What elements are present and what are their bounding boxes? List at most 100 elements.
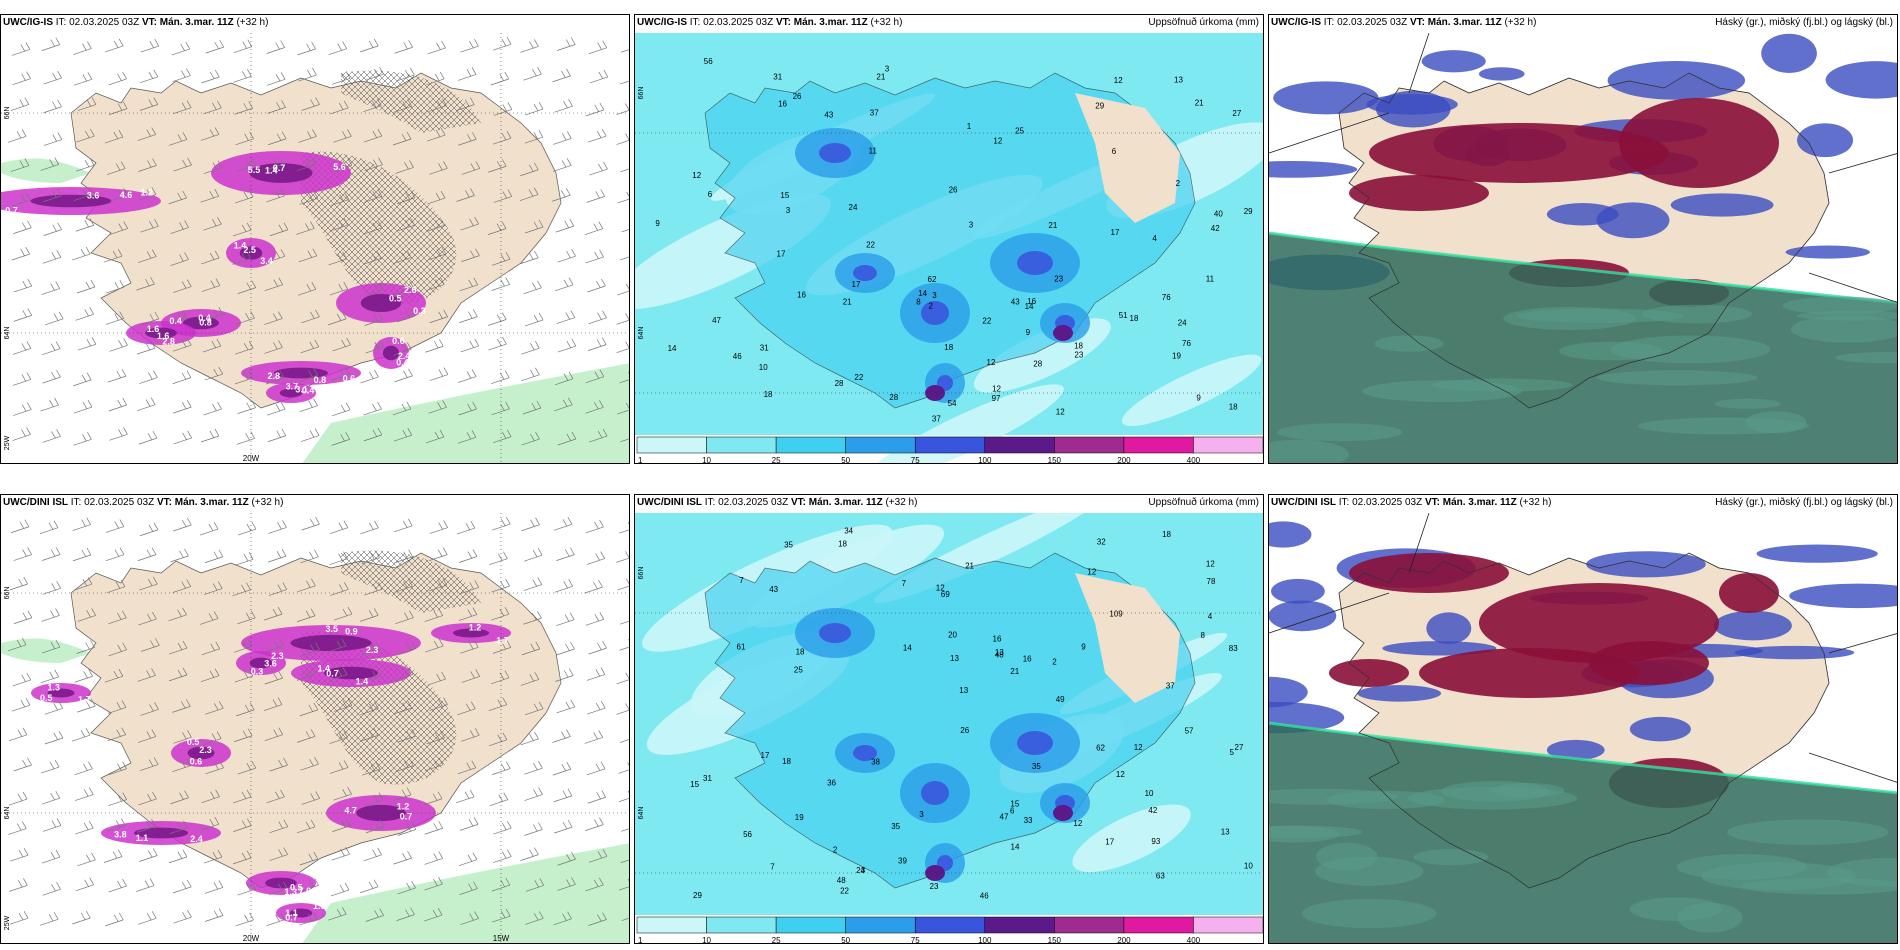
precip-value-label: 0.5 [389,294,402,304]
precip-value-label: 12 [992,384,1001,393]
precip-value-label: 20 [948,631,957,640]
precip-value-label: 51 [1119,311,1128,320]
precip-value-label: 10 [1145,789,1154,798]
precip-value-label: 78 [1207,577,1216,586]
init-time: IT: 02.03.2025 03Z [56,17,139,28]
latitude-label: 64N [638,327,645,340]
precip-value-label: 11 [869,146,878,155]
precip-value-label: 0.7 [285,912,298,922]
precip-value-label: 19 [795,813,804,822]
precip-value-label: 0.6 [190,757,203,767]
precip-value-label: 48 [995,651,1004,660]
cloud-map [1269,33,1898,464]
precip-value-label: 3.7 [286,382,299,392]
precip-value-label: 0.5 [187,737,200,747]
precip-value-label: 5.6 [333,162,346,172]
precip-value-label: 0.3 [251,667,264,677]
valid-time: Mán. 3.mar. 11Z [160,17,234,28]
precip-value-label: 37 [870,109,879,118]
latitude-label: 25W [4,435,11,450]
model-name: UWC/IG-IS [637,17,687,28]
precip-value-label: 47 [1000,812,1009,821]
colorbar-tick-label: 1 [638,456,643,464]
precip-value-label: 2.4 [190,834,203,844]
precip-value-label: 42 [1211,224,1220,233]
precip-value-label: 0.5 [40,693,53,703]
precip-value-label: 37 [932,414,941,423]
precip-value-label: 0.3 [413,306,426,316]
precip-value-label: 26 [960,726,969,735]
precip-value-label: 40 [1214,210,1223,219]
precip-value-label: 4.7 [344,806,357,816]
valid-time-label: VT: [142,17,157,28]
precip-value-label: 46 [980,891,989,900]
precip-value-label: 2.3 [199,745,212,755]
precip-value-label: 6 [1112,147,1117,156]
precip-value-label: 21 [965,561,974,570]
precip-value-label: 13 [950,654,959,663]
valid-time: Mán. 3.mar. 11Z [794,17,868,28]
precip-value-label: 8 [916,298,921,307]
precip-value-label: 62 [1096,744,1105,753]
colorbar-tick-label: 100 [978,936,992,944]
precip-value-label: 8 [1201,631,1206,640]
precip-value-label: 2 [1176,179,1181,188]
precip-value-label: 36 [827,779,836,788]
precip-value-label: 0.9 [345,627,358,637]
precip-value-label: 31 [760,344,769,353]
precip-map: 2629352724211820484637313412171813121347… [635,513,1264,944]
precip-value-label: 2 [929,302,934,311]
precip-value-label: 13 [1174,76,1183,85]
precip-value-label: 18 [1162,530,1171,539]
precip-value-label: 49 [1056,695,1065,704]
precip-value-label: 15 [780,191,789,200]
precip-value-label: 26 [793,92,802,101]
precip-colorbar: 1 10 25 50 75 100 150 200 400 [637,917,1263,944]
precip-value-label: 18 [782,757,791,766]
precip-value-label: 10 [1244,862,1253,871]
colorbar-tick-label: 200 [1117,456,1131,464]
precip-value-label: 21 [876,73,885,82]
precip-value-label: 14 [903,644,912,653]
precip-value-label: 13 [1221,828,1230,837]
precip-value-label: 12 [1134,743,1143,752]
precip-value-label: 1.2 [397,802,410,812]
precip-value-label: 9 [1196,393,1201,402]
panel-title: Háský (gr.), miðský (fj.bl.) og lágský (… [1715,17,1893,28]
precip-value-label: 18 [796,648,805,657]
precip-value-label: 35 [891,822,900,831]
precip-value-label: 17 [1111,228,1120,237]
precip-value-label: 23 [1074,350,1083,359]
precip-value-label: 17 [1105,837,1114,846]
lead-time: (+32 h) [251,497,283,508]
precip-value-label: 9 [655,219,660,228]
precip-value-label: 3 [932,291,937,300]
precip-value-label: 0.7 [400,812,413,822]
precip-value-label: 13 [959,686,968,695]
lead-time: (+32 h) [1519,497,1551,508]
precip-value-label: 12 [1114,76,1123,85]
init-time: IT: 02.03.2025 03Z [1324,17,1407,28]
valid-time-label: VT: [791,497,806,508]
precip-value-label: 18 [1074,342,1083,351]
precip-value-label: 12 [1087,568,1096,577]
precip-value-label: 1 [967,122,972,131]
precip-value-label: 2 [1052,657,1057,666]
precip-value-label: 35 [1032,762,1041,771]
precip-value-label: 16 [1023,655,1032,664]
precip-value-label: 4 [1208,612,1213,621]
lead-time: (+32 h) [870,17,902,28]
precip-value-label: 22 [854,373,863,382]
precip-value-label: 1.4 [356,677,369,687]
model-name: UWC/DINI ISL [637,497,702,508]
precip-value-label: 57 [1185,727,1194,736]
precip-value-label: 33 [1024,816,1033,825]
panel-title: Uppsöfnuð úrkoma (mm) [1148,17,1259,28]
precip-value-label: 83 [1229,644,1238,653]
precip-value-label: 26 [949,186,958,195]
longitude-label: 15W [493,934,510,943]
precip-value-label: 27 [1235,743,1244,752]
precip-value-label: 22 [982,316,991,325]
precip-value-label: 25 [1015,126,1024,135]
precip-value-label: 0.6 [343,374,356,384]
